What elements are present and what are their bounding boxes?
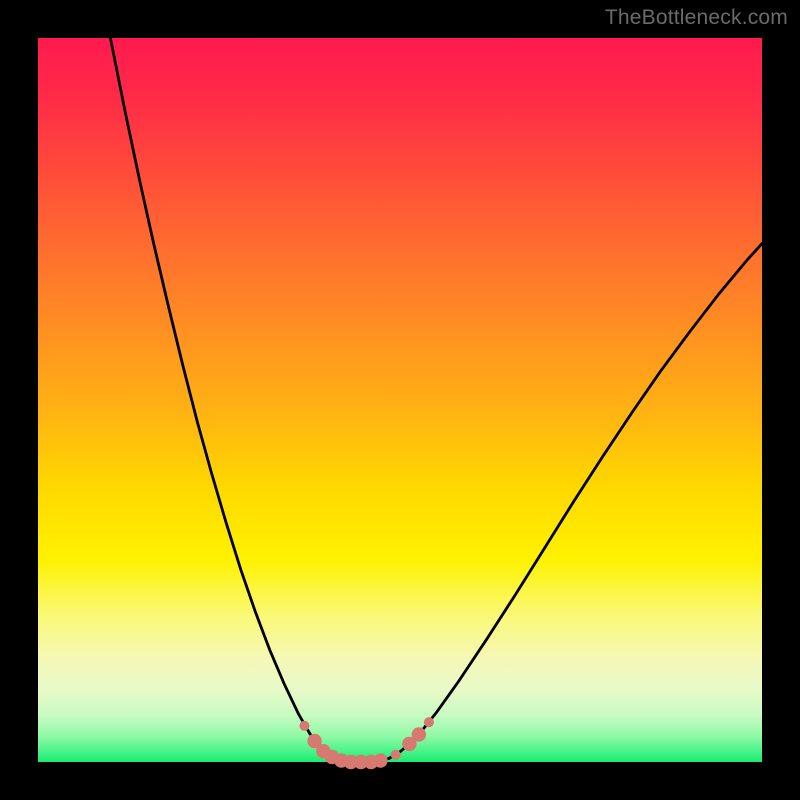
chart-curve-layer — [38, 38, 762, 762]
curve-marker — [373, 753, 387, 767]
curve-marker — [424, 717, 434, 727]
curve-marker — [412, 727, 426, 741]
bottleneck-curve — [110, 38, 762, 762]
chart-plot-area — [38, 38, 762, 762]
curve-marker — [299, 721, 309, 731]
watermark-text: TheBottleneck.com — [605, 6, 788, 30]
marker-group — [299, 717, 434, 769]
curve-marker — [391, 750, 401, 760]
